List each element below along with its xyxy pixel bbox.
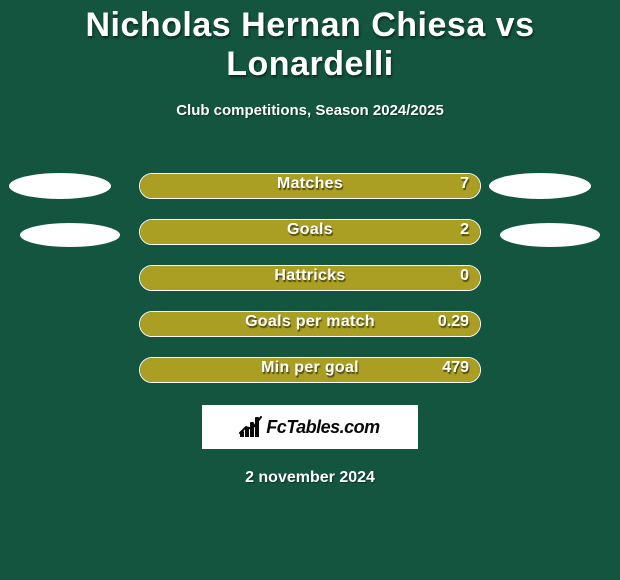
bar-chart-icon bbox=[240, 417, 262, 437]
stat-row: Hattricks0 bbox=[0, 253, 620, 299]
stat-value: 479 bbox=[442, 359, 469, 377]
footer-date: 2 november 2024 bbox=[0, 469, 620, 487]
stat-row: Matches7 bbox=[0, 161, 620, 207]
stat-row: Goals2 bbox=[0, 207, 620, 253]
stat-label: Matches bbox=[139, 175, 481, 193]
logo-text: FcTables.com bbox=[266, 417, 379, 438]
logo-inner: FcTables.com bbox=[240, 417, 379, 438]
subtitle: Club competitions, Season 2024/2025 bbox=[0, 102, 620, 119]
stat-row: Goals per match0.29 bbox=[0, 299, 620, 345]
source-logo: FcTables.com bbox=[202, 405, 418, 449]
stat-label: Goals bbox=[139, 221, 481, 239]
logo-text-c: .com bbox=[340, 417, 380, 437]
comparison-card: Nicholas Hernan Chiesa vs Lonardelli Clu… bbox=[0, 0, 620, 487]
stat-value: 7 bbox=[460, 175, 469, 193]
stats-section: Matches7Goals2Hattricks0Goals per match0… bbox=[0, 161, 620, 391]
stat-value: 0 bbox=[460, 267, 469, 285]
logo-text-b: Tables bbox=[286, 417, 339, 437]
stat-value: 2 bbox=[460, 221, 469, 239]
stat-value: 0.29 bbox=[438, 313, 469, 331]
page-title: Nicholas Hernan Chiesa vs Lonardelli bbox=[0, 6, 620, 84]
stat-label: Hattricks bbox=[139, 267, 481, 285]
stat-row: Min per goal479 bbox=[0, 345, 620, 391]
logo-text-a: Fc bbox=[266, 417, 286, 437]
stat-label: Goals per match bbox=[139, 313, 481, 331]
stat-label: Min per goal bbox=[139, 359, 481, 377]
